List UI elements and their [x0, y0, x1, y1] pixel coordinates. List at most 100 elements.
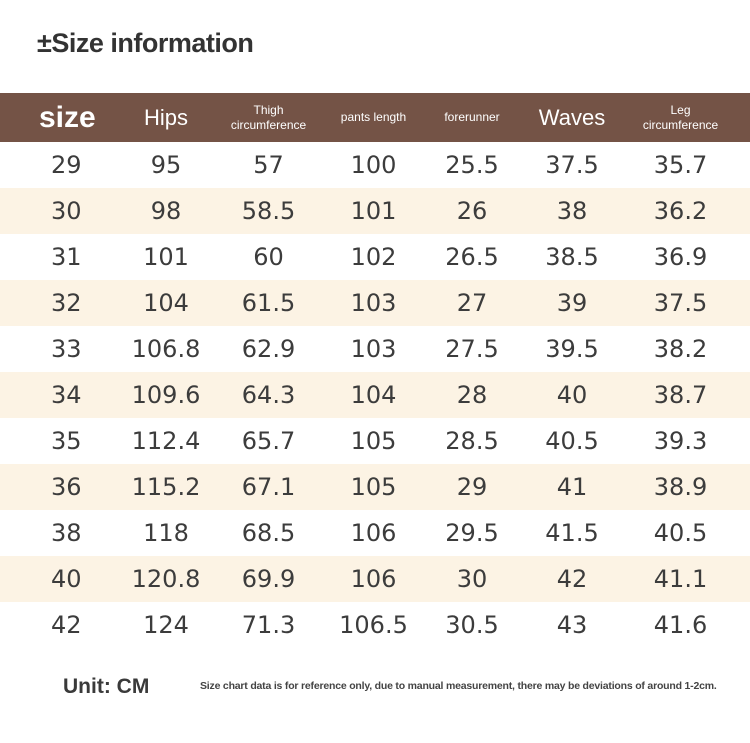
table-cell: 106.8	[131, 335, 201, 363]
table-body: 29 95 57 100 25.5 37.5 35.7 30 98 58.5 101 26 38 36.2…	[0, 142, 750, 648]
table-cell: 29	[456, 473, 488, 501]
header-pants-length: pants length	[340, 110, 407, 124]
table-cell: 105	[350, 427, 397, 455]
table-cell: 30.5	[445, 611, 499, 639]
table-cell: 43	[556, 611, 588, 639]
table-row: 35 112.4 65.7 105 28.5 40.5 39.3	[0, 418, 750, 464]
table-cell: 102	[350, 243, 397, 271]
header-thigh-line1: Thigh	[253, 102, 284, 117]
table-cell: 27.5	[445, 335, 499, 363]
page-title: ±Size information	[37, 28, 254, 58]
table-cell: 36.9	[653, 243, 708, 271]
table-cell: 71.3	[241, 611, 296, 639]
table-cell: 40	[556, 381, 588, 409]
header-leg: Leg circumference	[611, 93, 750, 142]
table-cell: 40.5	[653, 519, 708, 547]
table-cell: 42	[556, 565, 588, 593]
table-cell: 36	[51, 473, 82, 501]
header-leg-line2: circumference	[642, 117, 719, 132]
table-cell: 118	[143, 519, 189, 547]
table-cell: 38	[556, 197, 588, 225]
table-cell: 41.6	[653, 611, 708, 639]
table-cell: 36.2	[653, 197, 708, 225]
size-table: size Hips Thigh circumference pants leng…	[0, 93, 750, 648]
disclaimer-note: Size chart data is for reference only, d…	[200, 680, 717, 692]
table-cell: 27	[456, 289, 488, 317]
table-row: 30 98 58.5 101 26 38 36.2	[0, 188, 750, 234]
table-cell: 38.9	[653, 473, 708, 501]
unit-label: Unit: CM	[63, 675, 150, 698]
table-cell: 60	[253, 243, 284, 271]
table-cell: 101	[350, 197, 397, 225]
table-cell: 37.5	[545, 151, 599, 179]
table-cell: 61.5	[241, 289, 296, 317]
table-cell: 39.3	[653, 427, 708, 455]
table-cell: 100	[350, 151, 397, 179]
table-cell: 39.5	[545, 335, 599, 363]
table-row: 34 109.6 64.3 104 28 40 38.7	[0, 372, 750, 418]
table-cell: 64.3	[241, 381, 296, 409]
table-cell: 25.5	[445, 151, 499, 179]
table-cell: 33	[51, 335, 82, 363]
header-waves: Waves	[538, 104, 606, 130]
table-cell: 26.5	[445, 243, 499, 271]
table-cell: 29.5	[445, 519, 499, 547]
header-forerunner: forerunner	[444, 110, 500, 124]
table-cell: 40.5	[545, 427, 599, 455]
table-cell: 32	[51, 289, 82, 317]
table-cell: 105	[350, 473, 397, 501]
table-cell: 101	[143, 243, 189, 271]
table-row: 29 95 57 100 25.5 37.5 35.7	[0, 142, 750, 188]
table-row: 36 115.2 67.1 105 29 41 38.9	[0, 464, 750, 510]
table-cell: 67.1	[241, 473, 296, 501]
table-cell: 42	[51, 611, 82, 639]
table-cell: 35	[51, 427, 82, 455]
table-cell: 39	[556, 289, 588, 317]
table-cell: 58.5	[241, 197, 296, 225]
table-cell: 103	[350, 289, 397, 317]
table-cell: 41	[556, 473, 588, 501]
table-cell: 30	[456, 565, 488, 593]
table-cell: 115.2	[131, 473, 201, 501]
table-cell: 41.1	[653, 565, 708, 593]
table-cell: 95	[150, 151, 182, 179]
table-cell: 30	[51, 197, 82, 225]
table-cell: 65.7	[241, 427, 296, 455]
table-cell: 104	[350, 381, 397, 409]
table-cell: 26	[456, 197, 488, 225]
table-cell: 29	[51, 151, 82, 179]
table-cell: 68.5	[241, 519, 296, 547]
table-cell: 62.9	[241, 335, 296, 363]
table-row: 32 104 61.5 103 27 39 37.5	[0, 280, 750, 326]
table-cell: 38.2	[653, 335, 708, 363]
table-row: 33 106.8 62.9 103 27.5 39.5 38.2	[0, 326, 750, 372]
table-cell: 120.8	[131, 565, 201, 593]
table-cell: 28.5	[445, 427, 499, 455]
table-cell: 106.5	[339, 611, 408, 639]
table-cell: 35.7	[653, 151, 708, 179]
table-cell: 104	[143, 289, 189, 317]
table-cell: 38.5	[545, 243, 599, 271]
table-header-row: size Hips Thigh circumference pants leng…	[0, 93, 750, 142]
table-cell: 112.4	[131, 427, 201, 455]
table-cell: 103	[350, 335, 397, 363]
table-row: 38 118 68.5 106 29.5 41.5 40.5	[0, 510, 750, 556]
table-cell: 69.9	[241, 565, 296, 593]
table-cell: 106	[350, 519, 397, 547]
table-cell: 41.5	[545, 519, 599, 547]
header-thigh-line2: circumference	[230, 117, 307, 132]
table-cell: 31	[51, 243, 82, 271]
table-cell: 40	[51, 565, 82, 593]
header-thigh: Thigh circumference	[201, 93, 336, 142]
table-cell: 106	[350, 565, 397, 593]
header-hips: Hips	[143, 104, 188, 130]
table-row: 31 101 60 102 26.5 38.5 36.9	[0, 234, 750, 280]
table-row: 40 120.8 69.9 106 30 42 41.1	[0, 556, 750, 602]
table-cell: 34	[51, 381, 82, 409]
table-cell: 98	[150, 197, 182, 225]
table-cell: 38.7	[653, 381, 708, 409]
table-cell: 38	[51, 519, 82, 547]
table-row: 42 124 71.3 106.5 30.5 43 41.6	[0, 602, 750, 648]
table-cell: 57	[253, 151, 284, 179]
header-leg-line1: Leg	[670, 102, 691, 117]
